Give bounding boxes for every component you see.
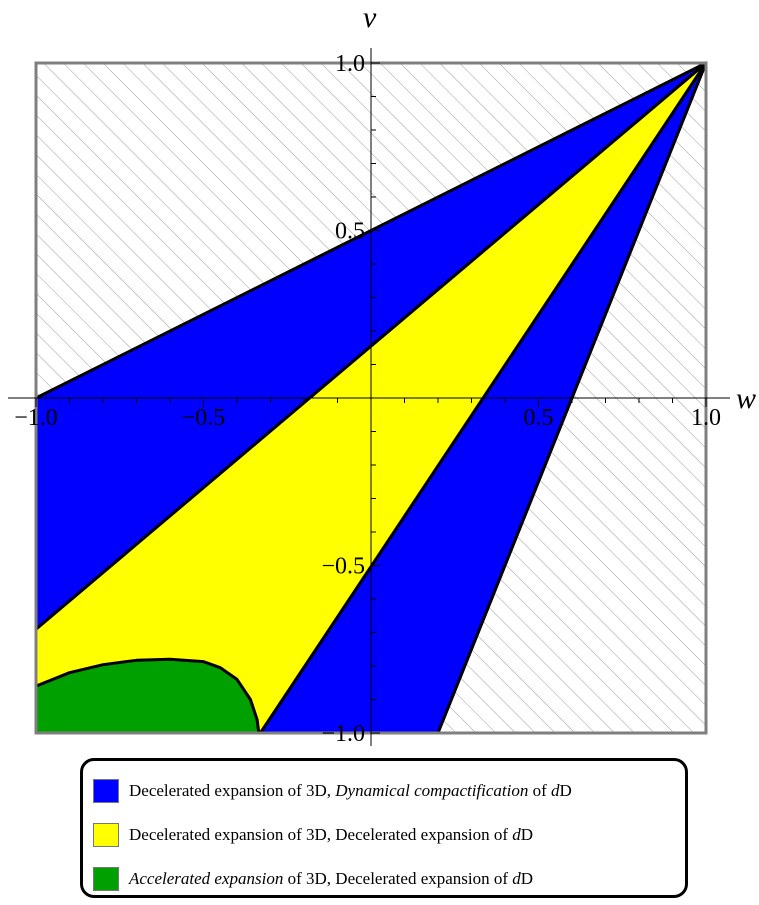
y-tick-label: 0.5 <box>335 219 365 245</box>
y-tick-label: −0.5 <box>321 554 365 580</box>
x-tick-label: −0.5 <box>182 405 226 431</box>
legend-item-yellow: Decelerated expansion of 3D, Decelerated… <box>93 821 533 849</box>
x-tick-label: 1.0 <box>691 405 721 431</box>
legend-label-green: Accelerated expansion of 3D, Decelerated… <box>129 869 534 888</box>
x-tick-label: 0.5 <box>524 405 554 431</box>
legend-label-blue: Decelerated expansion of 3D, Dynamical c… <box>129 781 572 800</box>
region-green-boundary <box>35 657 261 734</box>
x-tick-label: −1.0 <box>14 405 58 431</box>
region-green <box>36 659 259 733</box>
y-axis-label: v <box>363 1 377 34</box>
legend-item-blue: Decelerated expansion of 3D, Dynamical c… <box>93 777 572 805</box>
y-tick-label: −1.0 <box>321 721 365 747</box>
legend-swatch-green <box>93 867 119 891</box>
legend: Decelerated expansion of 3D, Dynamical c… <box>80 758 688 898</box>
y-tick-label: 1.0 <box>335 51 365 77</box>
legend-swatch-yellow <box>93 823 119 847</box>
legend-swatch-blue <box>93 779 119 803</box>
x-axis-label: w <box>736 382 756 415</box>
legend-item-green: Accelerated expansion of 3D, Decelerated… <box>93 865 533 893</box>
legend-label-yellow: Decelerated expansion of 3D, Decelerated… <box>129 825 534 844</box>
region-plot: −1.0 −0.5 0.5 1.0 −1.0 −0.5 0.5 1.0 w v <box>8 1 756 747</box>
